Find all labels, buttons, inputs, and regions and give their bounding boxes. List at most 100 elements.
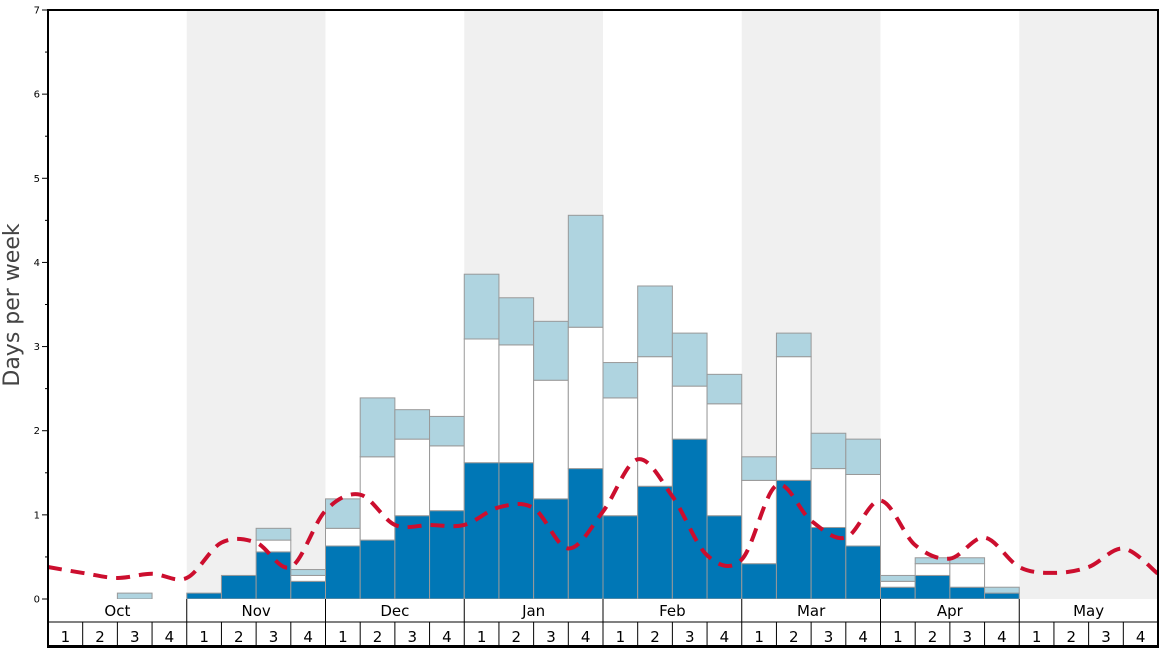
week-label-8: 1 — [338, 628, 348, 646]
bar-dark-5 — [220, 574, 257, 600]
week-label-9: 2 — [373, 628, 383, 646]
bar-white-11 — [429, 445, 465, 512]
bar-white-10 — [394, 438, 431, 517]
y-tick-label-6: 6 — [34, 90, 40, 101]
y-tick-label-5: 5 — [34, 174, 40, 185]
bar-light-19 — [706, 373, 743, 405]
bar-light-18 — [671, 332, 708, 387]
bar-dark-21 — [775, 479, 812, 600]
month-label-jan: Jan — [521, 602, 545, 620]
bar-white-9 — [359, 456, 396, 541]
y-tick-label-1: 1 — [34, 510, 40, 521]
bar-light-17 — [637, 285, 673, 358]
month-label-feb: Feb — [659, 602, 686, 620]
bar-dark-9 — [359, 539, 396, 600]
y-tick-label-4: 4 — [34, 258, 40, 269]
bar-white-18 — [671, 385, 708, 440]
bar-dark-7 — [290, 580, 326, 600]
bar-white-21 — [775, 356, 812, 481]
month-band-may — [1019, 10, 1158, 599]
week-label-0: 1 — [61, 628, 71, 646]
bar-light-12 — [463, 273, 500, 340]
week-label-3: 4 — [165, 628, 175, 646]
y-tick-label-0: 0 — [34, 595, 40, 606]
bar-light-13 — [498, 297, 535, 346]
week-label-27: 4 — [997, 628, 1007, 646]
bar-white-26 — [949, 563, 986, 588]
bar-dark-26 — [949, 586, 986, 600]
bar-light-23 — [845, 438, 881, 475]
month-band-nov — [186, 10, 326, 599]
y-tick-label-2: 2 — [34, 426, 40, 437]
bar-white-19 — [706, 403, 743, 517]
bar-dark-20 — [741, 563, 777, 600]
y-axis-title: Days per week — [0, 223, 25, 386]
bar-dark-6 — [255, 551, 292, 600]
bar-light-24 — [880, 574, 916, 582]
week-label-2: 3 — [130, 628, 140, 646]
bar-white-8 — [325, 527, 361, 547]
bar-dark-13 — [498, 462, 535, 600]
week-label-12: 1 — [477, 628, 487, 646]
bar-light-15 — [567, 214, 604, 328]
bar-light-10 — [394, 409, 431, 440]
trend-line-path — [47, 457, 1160, 582]
trend-line — [47, 457, 1160, 582]
bar-light-26 — [949, 557, 986, 565]
bar-dark-18 — [671, 438, 708, 600]
week-label-20: 1 — [754, 628, 764, 646]
month-label-may: May — [1073, 602, 1104, 620]
month-label-oct: Oct — [104, 602, 130, 620]
bar-white-17 — [637, 356, 673, 487]
week-label-24: 1 — [893, 628, 903, 646]
bar-dark-25 — [914, 574, 951, 600]
bar-white-24 — [880, 580, 916, 588]
bar-light-20 — [741, 456, 777, 481]
bar-light-21 — [775, 332, 812, 358]
week-label-15: 4 — [581, 628, 591, 646]
bar-light-6 — [255, 527, 292, 541]
week-label-18: 3 — [685, 628, 695, 646]
week-label-31: 4 — [1136, 628, 1146, 646]
bar-light-25 — [914, 557, 951, 565]
y-axis: 0 1 2 3 4 5 6 7 — [34, 6, 48, 606]
bar-light-14 — [533, 320, 569, 381]
bar-white-14 — [533, 379, 569, 500]
month-label-apr: Apr — [937, 602, 964, 620]
plot-frame — [47, 9, 1159, 648]
bar-white-16 — [602, 397, 639, 517]
week-label-29: 2 — [1067, 628, 1077, 646]
week-label-23: 4 — [858, 628, 868, 646]
week-label-17: 2 — [650, 628, 660, 646]
week-label-30: 3 — [1101, 628, 1111, 646]
bar-light-22 — [810, 432, 847, 470]
bar-dark-16 — [602, 515, 639, 600]
bar-light-16 — [602, 362, 639, 399]
month-label-dec: Dec — [380, 602, 409, 620]
week-label-16: 1 — [616, 628, 626, 646]
bar-light-7 — [290, 569, 326, 576]
bar-white-15 — [567, 326, 604, 470]
week-label-28: 1 — [1032, 628, 1042, 646]
bar-dark-4 — [186, 592, 222, 600]
week-label-11: 4 — [442, 628, 452, 646]
month-label-mar: Mar — [797, 602, 826, 620]
bar-dark-23 — [845, 545, 881, 600]
bar-dark-12 — [463, 462, 500, 600]
month-label-nov: Nov — [241, 602, 270, 620]
bar-white-12 — [463, 338, 500, 464]
bar-white-22 — [810, 468, 847, 528]
bar-dark-24 — [880, 586, 916, 600]
bar-light-9 — [359, 397, 396, 458]
week-label-6: 3 — [269, 628, 279, 646]
bar-dark-10 — [394, 515, 431, 600]
week-label-21: 2 — [789, 628, 799, 646]
week-label-19: 4 — [720, 628, 730, 646]
bar-light-27 — [984, 586, 1020, 594]
week-label-1: 2 — [95, 628, 105, 646]
bar-light-11 — [429, 415, 465, 447]
bar-light-2 — [116, 592, 153, 600]
bar-white-7 — [290, 574, 326, 582]
bar-dark-17 — [637, 485, 673, 600]
week-label-5: 2 — [234, 628, 244, 646]
